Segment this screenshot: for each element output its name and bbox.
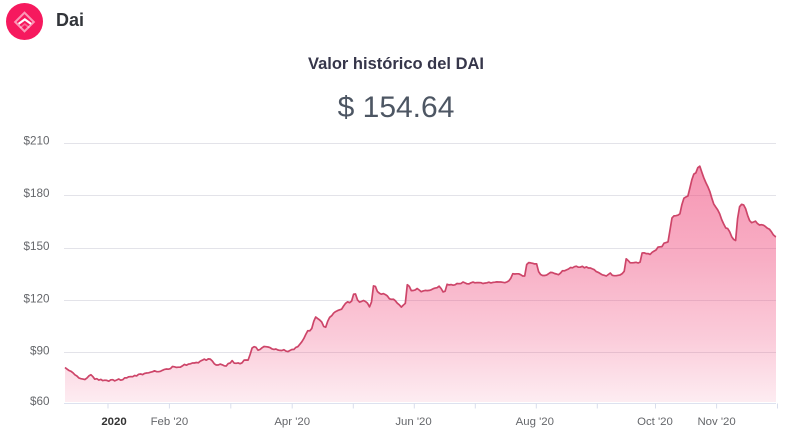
svg-text:2020: 2020 [101,416,126,428]
svg-text:$180: $180 [23,187,50,200]
svg-text:Apr '20: Apr '20 [274,416,310,428]
svg-text:Feb '20: Feb '20 [151,416,189,428]
svg-text:Nov '20: Nov '20 [697,416,735,428]
svg-text:$210: $210 [23,135,50,148]
svg-text:Aug '20: Aug '20 [516,416,554,428]
svg-text:$60: $60 [30,395,50,408]
svg-text:Oct '20: Oct '20 [637,416,673,428]
svg-text:Jun '20: Jun '20 [395,416,431,428]
svg-text:$120: $120 [23,292,50,305]
svg-text:$90: $90 [30,344,50,357]
svg-text:$150: $150 [23,240,50,253]
